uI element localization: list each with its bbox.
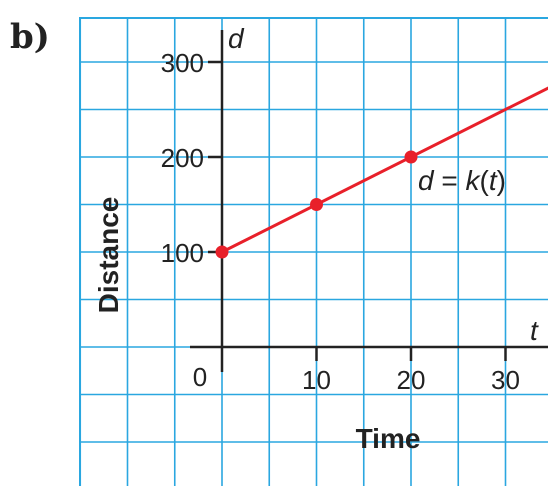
y-axis-variable: d bbox=[228, 23, 245, 54]
origin-label: 0 bbox=[193, 362, 207, 392]
eq-fn: k bbox=[466, 165, 482, 196]
equation-label: d = k(t) bbox=[418, 165, 506, 196]
y-tick-label: 300 bbox=[161, 48, 204, 78]
data-point bbox=[310, 198, 323, 211]
grid bbox=[79, 17, 548, 486]
tick-labels: 100 200 300 10 20 30 bbox=[161, 48, 520, 395]
part-label: b) bbox=[10, 17, 50, 57]
data-point bbox=[404, 150, 418, 164]
x-tick-label: 10 bbox=[302, 365, 331, 395]
series-line bbox=[221, 86, 548, 254]
series-d-k-t bbox=[215, 86, 548, 259]
y-axis-title: Distance bbox=[93, 197, 124, 314]
x-tick-label: 20 bbox=[397, 365, 426, 395]
y-tick-label: 200 bbox=[161, 143, 204, 173]
x-axis-title: Time bbox=[356, 423, 421, 454]
axes bbox=[190, 30, 548, 372]
eq-lhs: d bbox=[418, 165, 435, 196]
eq-open: ( bbox=[480, 165, 490, 196]
eq-equals: = bbox=[434, 165, 466, 196]
x-tick-label: 30 bbox=[491, 365, 520, 395]
x-axis-variable: t bbox=[530, 315, 539, 346]
y-tick-label: 100 bbox=[161, 238, 204, 268]
eq-close: ) bbox=[497, 165, 506, 196]
data-point bbox=[215, 245, 229, 259]
eq-arg: t bbox=[489, 165, 498, 196]
